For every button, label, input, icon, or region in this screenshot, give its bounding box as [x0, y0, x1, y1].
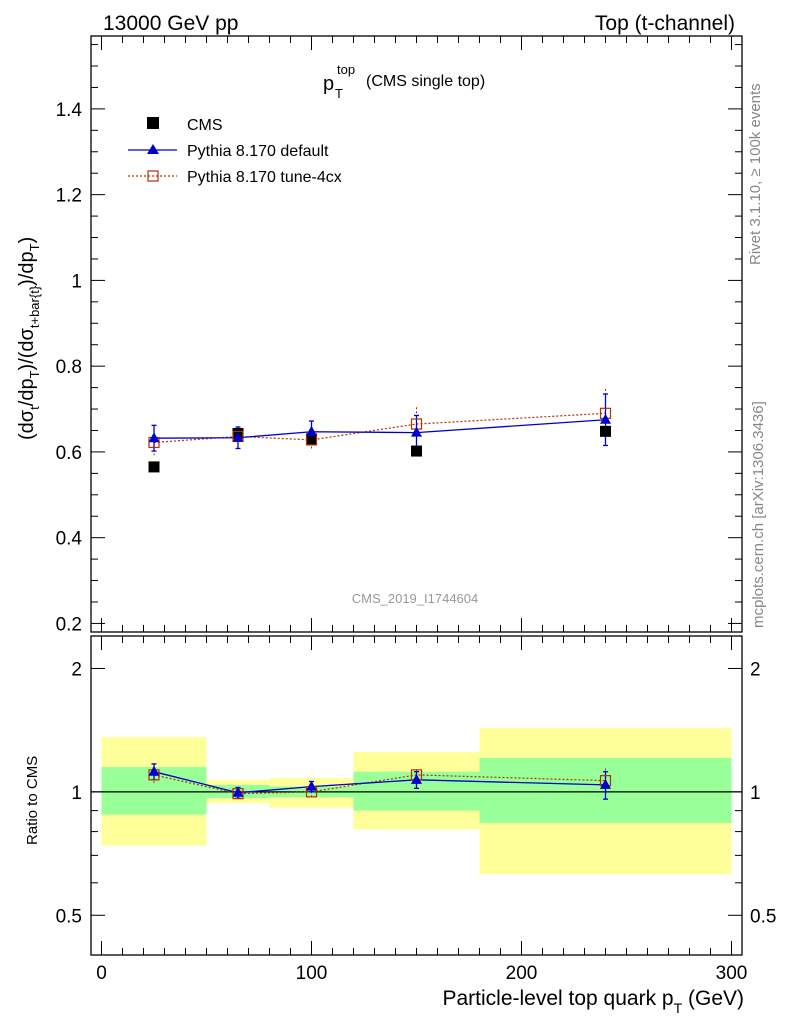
analysis-watermark: CMS_2019_I1744604 — [352, 591, 479, 606]
x-axis-label: Particle-level top quark pT (GeV) — [442, 987, 744, 1016]
default-point — [232, 431, 244, 442]
ratio-default-point — [232, 786, 244, 797]
legend-cms-marker — [147, 117, 159, 129]
cms-point — [148, 461, 160, 473]
mcplots-label: mcplots.cern.ch [arXiv:1306.3436] — [750, 401, 767, 628]
y-tick-label-ratio-right: 0.5 — [750, 906, 776, 927]
y-tick-label-main: 0.6 — [56, 443, 82, 464]
cms-point — [306, 433, 317, 445]
y-tick-label-ratio: 0.5 — [56, 906, 82, 927]
y-tick-label-main: 1.4 — [56, 100, 83, 121]
cms-point — [600, 425, 611, 437]
legend-tune-marker — [147, 170, 159, 182]
ratio-default-point — [148, 765, 160, 776]
series-default-line — [153, 419, 606, 439]
cms-point — [411, 445, 422, 457]
ratio-default-point — [600, 778, 611, 789]
plot-title-subscript: T — [335, 86, 343, 101]
y-tick-label-main: 0.8 — [56, 357, 82, 378]
default-point — [411, 426, 422, 437]
ratio-tune-line — [153, 774, 606, 795]
ratio-panel — [90, 635, 743, 956]
y-tick-label-ratio: 2 — [71, 659, 82, 680]
x-tick-label: 0 — [96, 963, 107, 984]
y-tick-label-main: 0.2 — [56, 614, 82, 635]
x-tick-label: 200 — [506, 963, 538, 984]
rivet-label: Rivet 3.1.10, ≥ 100k events — [747, 83, 764, 265]
plot-title-superscript: top — [337, 62, 355, 77]
legend-cms-label: CMS — [187, 117, 223, 134]
y-tick-label-ratio: 1 — [71, 783, 82, 804]
y-axis-label-ratio: Ratio to CMS — [24, 756, 41, 845]
ratio-default-point — [411, 773, 422, 784]
y-tick-label-ratio-right: 2 — [750, 659, 761, 680]
default-point — [148, 432, 160, 443]
default-point — [600, 413, 611, 424]
legend-default-marker — [147, 144, 159, 154]
legend-tune-label: Pythia 8.170 tune-4cx — [187, 169, 342, 186]
y-tick-label-ratio-right: 1 — [750, 783, 761, 804]
plot-title: p — [323, 73, 334, 95]
header-left: 13000 GeV pp — [103, 12, 238, 35]
default-point — [306, 425, 317, 436]
legend-default-label: Pythia 8.170 default — [187, 143, 329, 160]
header-right: Top (t-channel) — [595, 12, 735, 35]
legend: CMS Pythia 8.170 default Pythia 8.170 tu… — [128, 117, 342, 186]
ratio-default-point — [306, 780, 317, 791]
y-tick-label-main: 0.4 — [56, 529, 83, 550]
y-axis-label-main: (dσt/dpT)/(dσt+bar{t})/dpT) — [16, 237, 42, 440]
plot-title-note: (CMS single top) — [366, 73, 485, 90]
y-tick-label-main: 1.2 — [56, 186, 82, 207]
x-tick-label: 100 — [296, 963, 328, 984]
x-tick-label: 300 — [716, 963, 748, 984]
y-tick-label-main: 1 — [71, 271, 82, 292]
